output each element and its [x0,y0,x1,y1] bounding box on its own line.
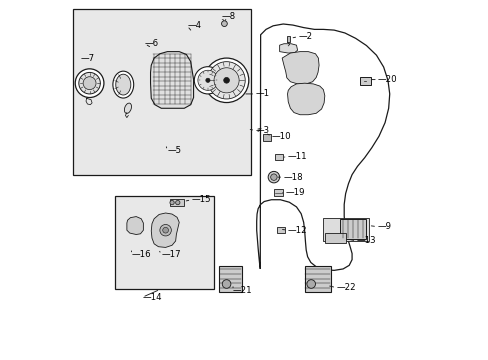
Circle shape [214,68,239,93]
Polygon shape [287,83,324,115]
Ellipse shape [116,74,131,95]
Bar [219,266,241,292]
Bar [169,199,184,206]
Circle shape [207,62,244,99]
Text: —9: —9 [376,222,390,231]
Circle shape [205,78,210,82]
Circle shape [204,58,248,103]
Text: —10: —10 [271,132,291,141]
Bar [359,77,371,85]
Bar [324,233,345,243]
Bar [263,134,270,141]
Text: —8: —8 [221,12,235,21]
Polygon shape [282,51,319,84]
Bar [322,218,368,241]
Circle shape [221,21,227,27]
Circle shape [222,280,230,288]
Bar [286,36,289,42]
Text: —22: —22 [336,283,355,292]
Circle shape [306,280,315,288]
Text: —4: —4 [187,21,201,30]
Circle shape [198,70,218,90]
Bar [339,220,366,239]
Text: —7: —7 [81,54,95,63]
Circle shape [194,67,221,94]
Text: —16: —16 [131,250,151,259]
Text: —13: —13 [356,237,375,246]
Text: —14: —14 [142,293,162,302]
Text: —15: —15 [191,195,211,204]
Circle shape [163,227,168,233]
Polygon shape [126,217,143,234]
Circle shape [175,201,180,205]
Text: —6: —6 [144,39,159,48]
Text: —3: —3 [255,126,269,135]
Circle shape [160,225,171,236]
Circle shape [75,69,104,98]
Polygon shape [279,44,297,53]
Polygon shape [151,213,179,247]
Text: —18: —18 [283,173,302,182]
Circle shape [267,171,279,183]
Bar [115,196,214,289]
Text: —17: —17 [161,250,181,259]
Text: —5: —5 [167,146,181,155]
Text: —11: —11 [287,152,306,161]
Bar [275,154,283,160]
Polygon shape [256,24,389,270]
Circle shape [83,77,96,90]
Ellipse shape [124,103,131,113]
Circle shape [223,77,229,83]
Text: —21: —21 [233,286,252,295]
Circle shape [79,72,100,94]
Ellipse shape [113,71,133,98]
Text: —20: —20 [377,75,397,84]
Bar [73,9,250,175]
Circle shape [270,174,277,180]
Circle shape [169,201,174,205]
Bar [304,266,330,292]
Text: —2: —2 [298,32,312,41]
Bar [273,189,283,196]
Polygon shape [150,51,193,108]
Text: —12: —12 [287,226,306,235]
Text: —19: —19 [285,188,304,197]
Text: —1: —1 [255,89,269,98]
Bar [276,227,284,233]
